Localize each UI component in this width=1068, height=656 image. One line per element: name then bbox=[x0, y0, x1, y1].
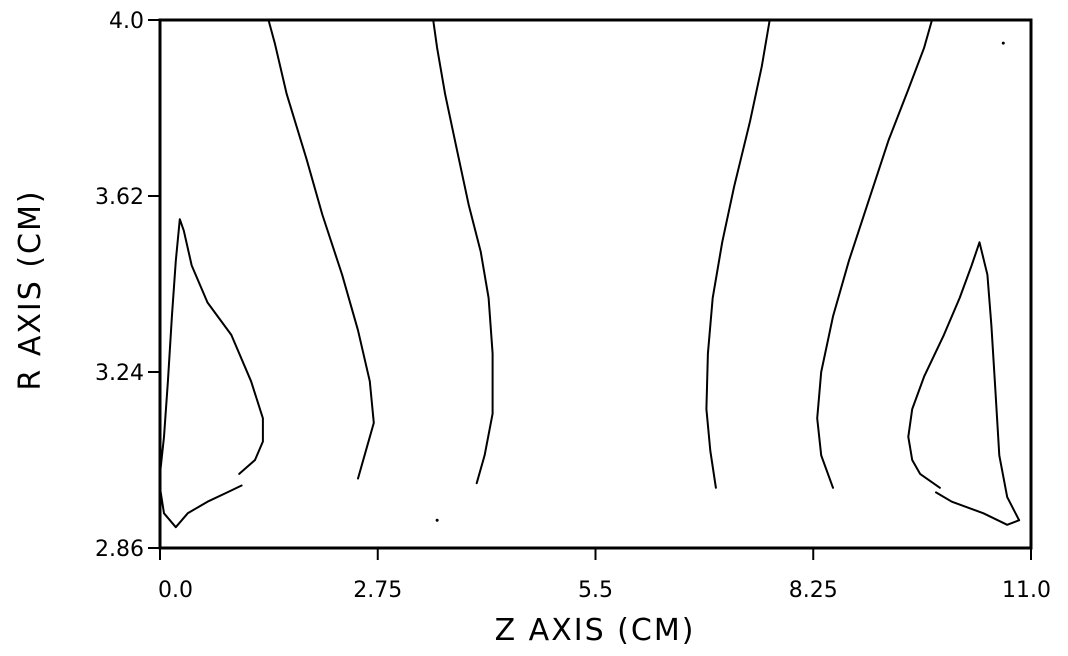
contour-line bbox=[159, 484, 243, 529]
x-tick-label: 2.75 bbox=[353, 578, 402, 603]
contour-line bbox=[267, 19, 375, 480]
x-tick-label: 5.5 bbox=[578, 578, 613, 603]
contour-lines bbox=[159, 19, 1021, 529]
contour-line bbox=[816, 19, 933, 489]
contour-line bbox=[159, 218, 264, 475]
stray-dot bbox=[435, 518, 439, 522]
y-tick-label: 3.62 bbox=[95, 185, 144, 210]
contour-line bbox=[432, 19, 494, 485]
plot-frame bbox=[158, 18, 1033, 550]
x-tick-labels: 0.0 2.75 5.5 8.25 11.0 bbox=[158, 578, 1051, 603]
x-axis-label: Z AXIS (CM) bbox=[495, 613, 696, 648]
y-tick-label: 3.24 bbox=[95, 361, 144, 386]
y-tick-label: 4.0 bbox=[109, 9, 144, 34]
y-axis-label: R AXIS (CM) bbox=[13, 189, 48, 390]
x-tick-label: 0.0 bbox=[158, 578, 193, 603]
stray-dot bbox=[1001, 41, 1005, 45]
y-tick-labels: 2.86 3.24 3.62 4.0 bbox=[95, 9, 144, 562]
contour-line bbox=[907, 241, 1021, 522]
y-tick-label: 2.86 bbox=[95, 537, 144, 562]
x-tick-label: 8.25 bbox=[789, 578, 838, 603]
contour-line bbox=[935, 491, 1021, 526]
tick-marks bbox=[148, 19, 1032, 560]
x-tick-label: 11.0 bbox=[1002, 578, 1051, 603]
contour-line bbox=[705, 19, 771, 489]
